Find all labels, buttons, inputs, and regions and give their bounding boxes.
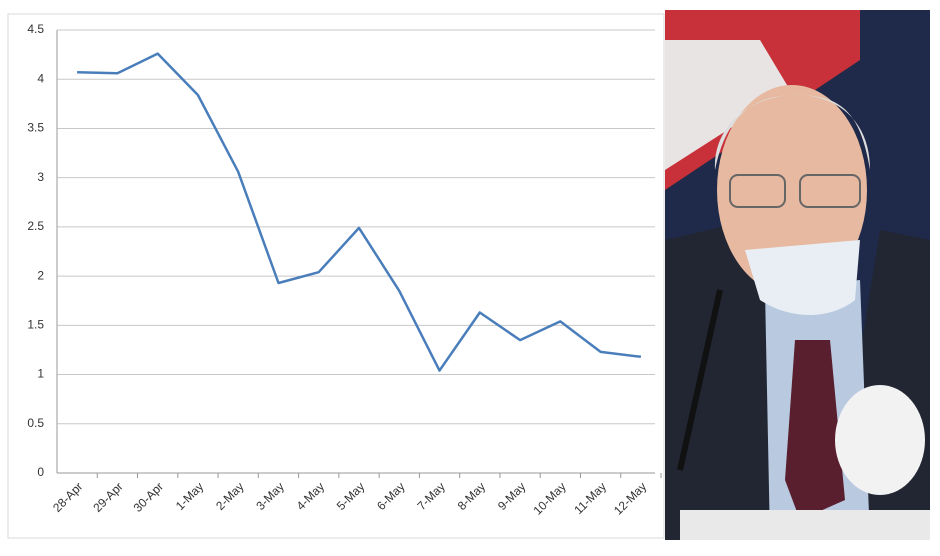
suit-left [665, 225, 790, 540]
y-tick-label: 1 [37, 367, 44, 381]
glasses-left [729, 174, 786, 208]
tie [785, 340, 845, 520]
photo [665, 10, 930, 540]
y-tick-label: 1.5 [27, 318, 44, 332]
y-tick-label: 4 [37, 71, 44, 85]
flag-white [665, 40, 790, 170]
y-tick-label: 2 [37, 268, 44, 282]
face [717, 85, 867, 295]
data-line [77, 52, 642, 372]
glasses-right [799, 174, 861, 208]
y-tick-label: 3.5 [27, 121, 44, 135]
mask [745, 240, 860, 315]
y-tick-label: 3 [37, 170, 44, 184]
y-tick-label: 4.5 [27, 22, 44, 36]
y-tick-label: 2.5 [27, 219, 44, 233]
y-tick-label: 0 [37, 465, 44, 479]
y-tick-label: 0.5 [27, 416, 44, 430]
microphone [677, 289, 723, 471]
glove [835, 385, 925, 495]
desk-paper [680, 510, 930, 540]
